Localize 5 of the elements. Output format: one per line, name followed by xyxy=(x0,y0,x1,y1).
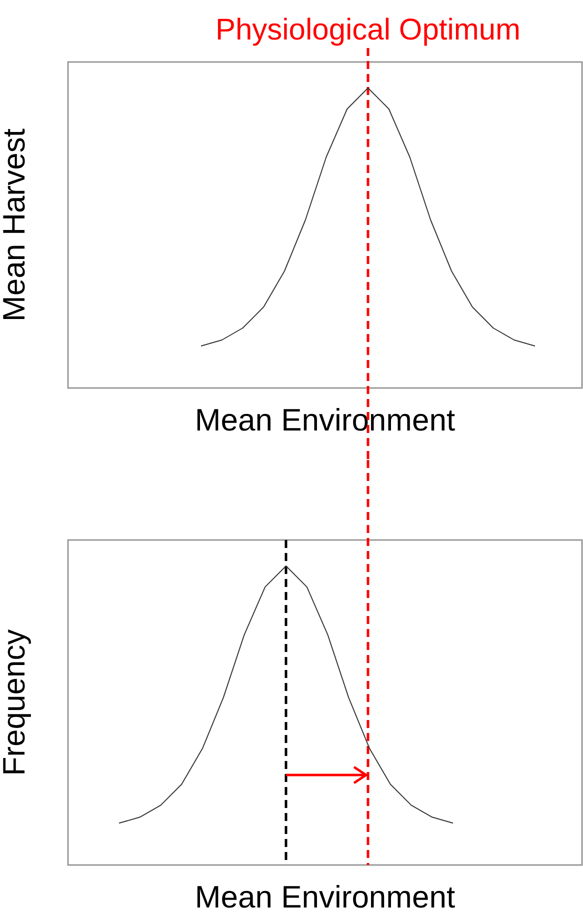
y-axis-title: Mean Harvest xyxy=(0,128,32,322)
x-axis-title: Mean Environment xyxy=(194,402,456,438)
text: Physiological Optimum xyxy=(215,14,521,46)
x-axis-title: Mean Environment xyxy=(194,880,456,914)
y-axis-title: Frequency xyxy=(0,628,32,776)
